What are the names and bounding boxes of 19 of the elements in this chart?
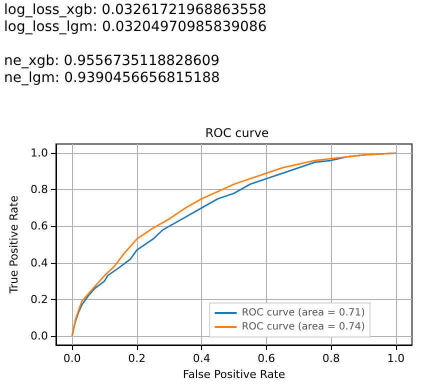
x-tick-label: 0.4 bbox=[192, 352, 210, 365]
y-tick-label: 0.8 bbox=[30, 183, 48, 196]
legend-label: ROC curve (area = 0.74) bbox=[242, 322, 366, 332]
text: log_loss_xgb: 0.03261721968863558 log_loss_lgm: 0.03204970985839086 bbox=[4, 2, 267, 36]
legend-label: ROC curve (area = 0.71) bbox=[242, 308, 366, 318]
y-tick-label: 0.2 bbox=[30, 292, 48, 306]
x-tick-label: 0.8 bbox=[322, 352, 340, 365]
x-tick-label: 0.2 bbox=[128, 352, 146, 365]
y-tick-label: 0.4 bbox=[30, 256, 48, 270]
x-axis-title: False Positive Rate bbox=[182, 368, 286, 381]
y-tick-label: 0.0 bbox=[30, 329, 48, 342]
y-axis-title: True Positive Rate bbox=[8, 195, 21, 294]
x-tick-label: 0.6 bbox=[258, 352, 276, 365]
text: ne_xgb: 0.9556735118828609 ne_lgm: 0.9390456656815188 bbox=[4, 53, 221, 87]
x-tick-label: 1.0 bbox=[387, 352, 405, 365]
chart-title: ROC curve bbox=[205, 126, 269, 140]
x-tick-label: 0.0 bbox=[63, 352, 81, 365]
y-tick-label: 1.0 bbox=[30, 146, 48, 160]
y-tick-label: 0.6 bbox=[30, 220, 48, 233]
